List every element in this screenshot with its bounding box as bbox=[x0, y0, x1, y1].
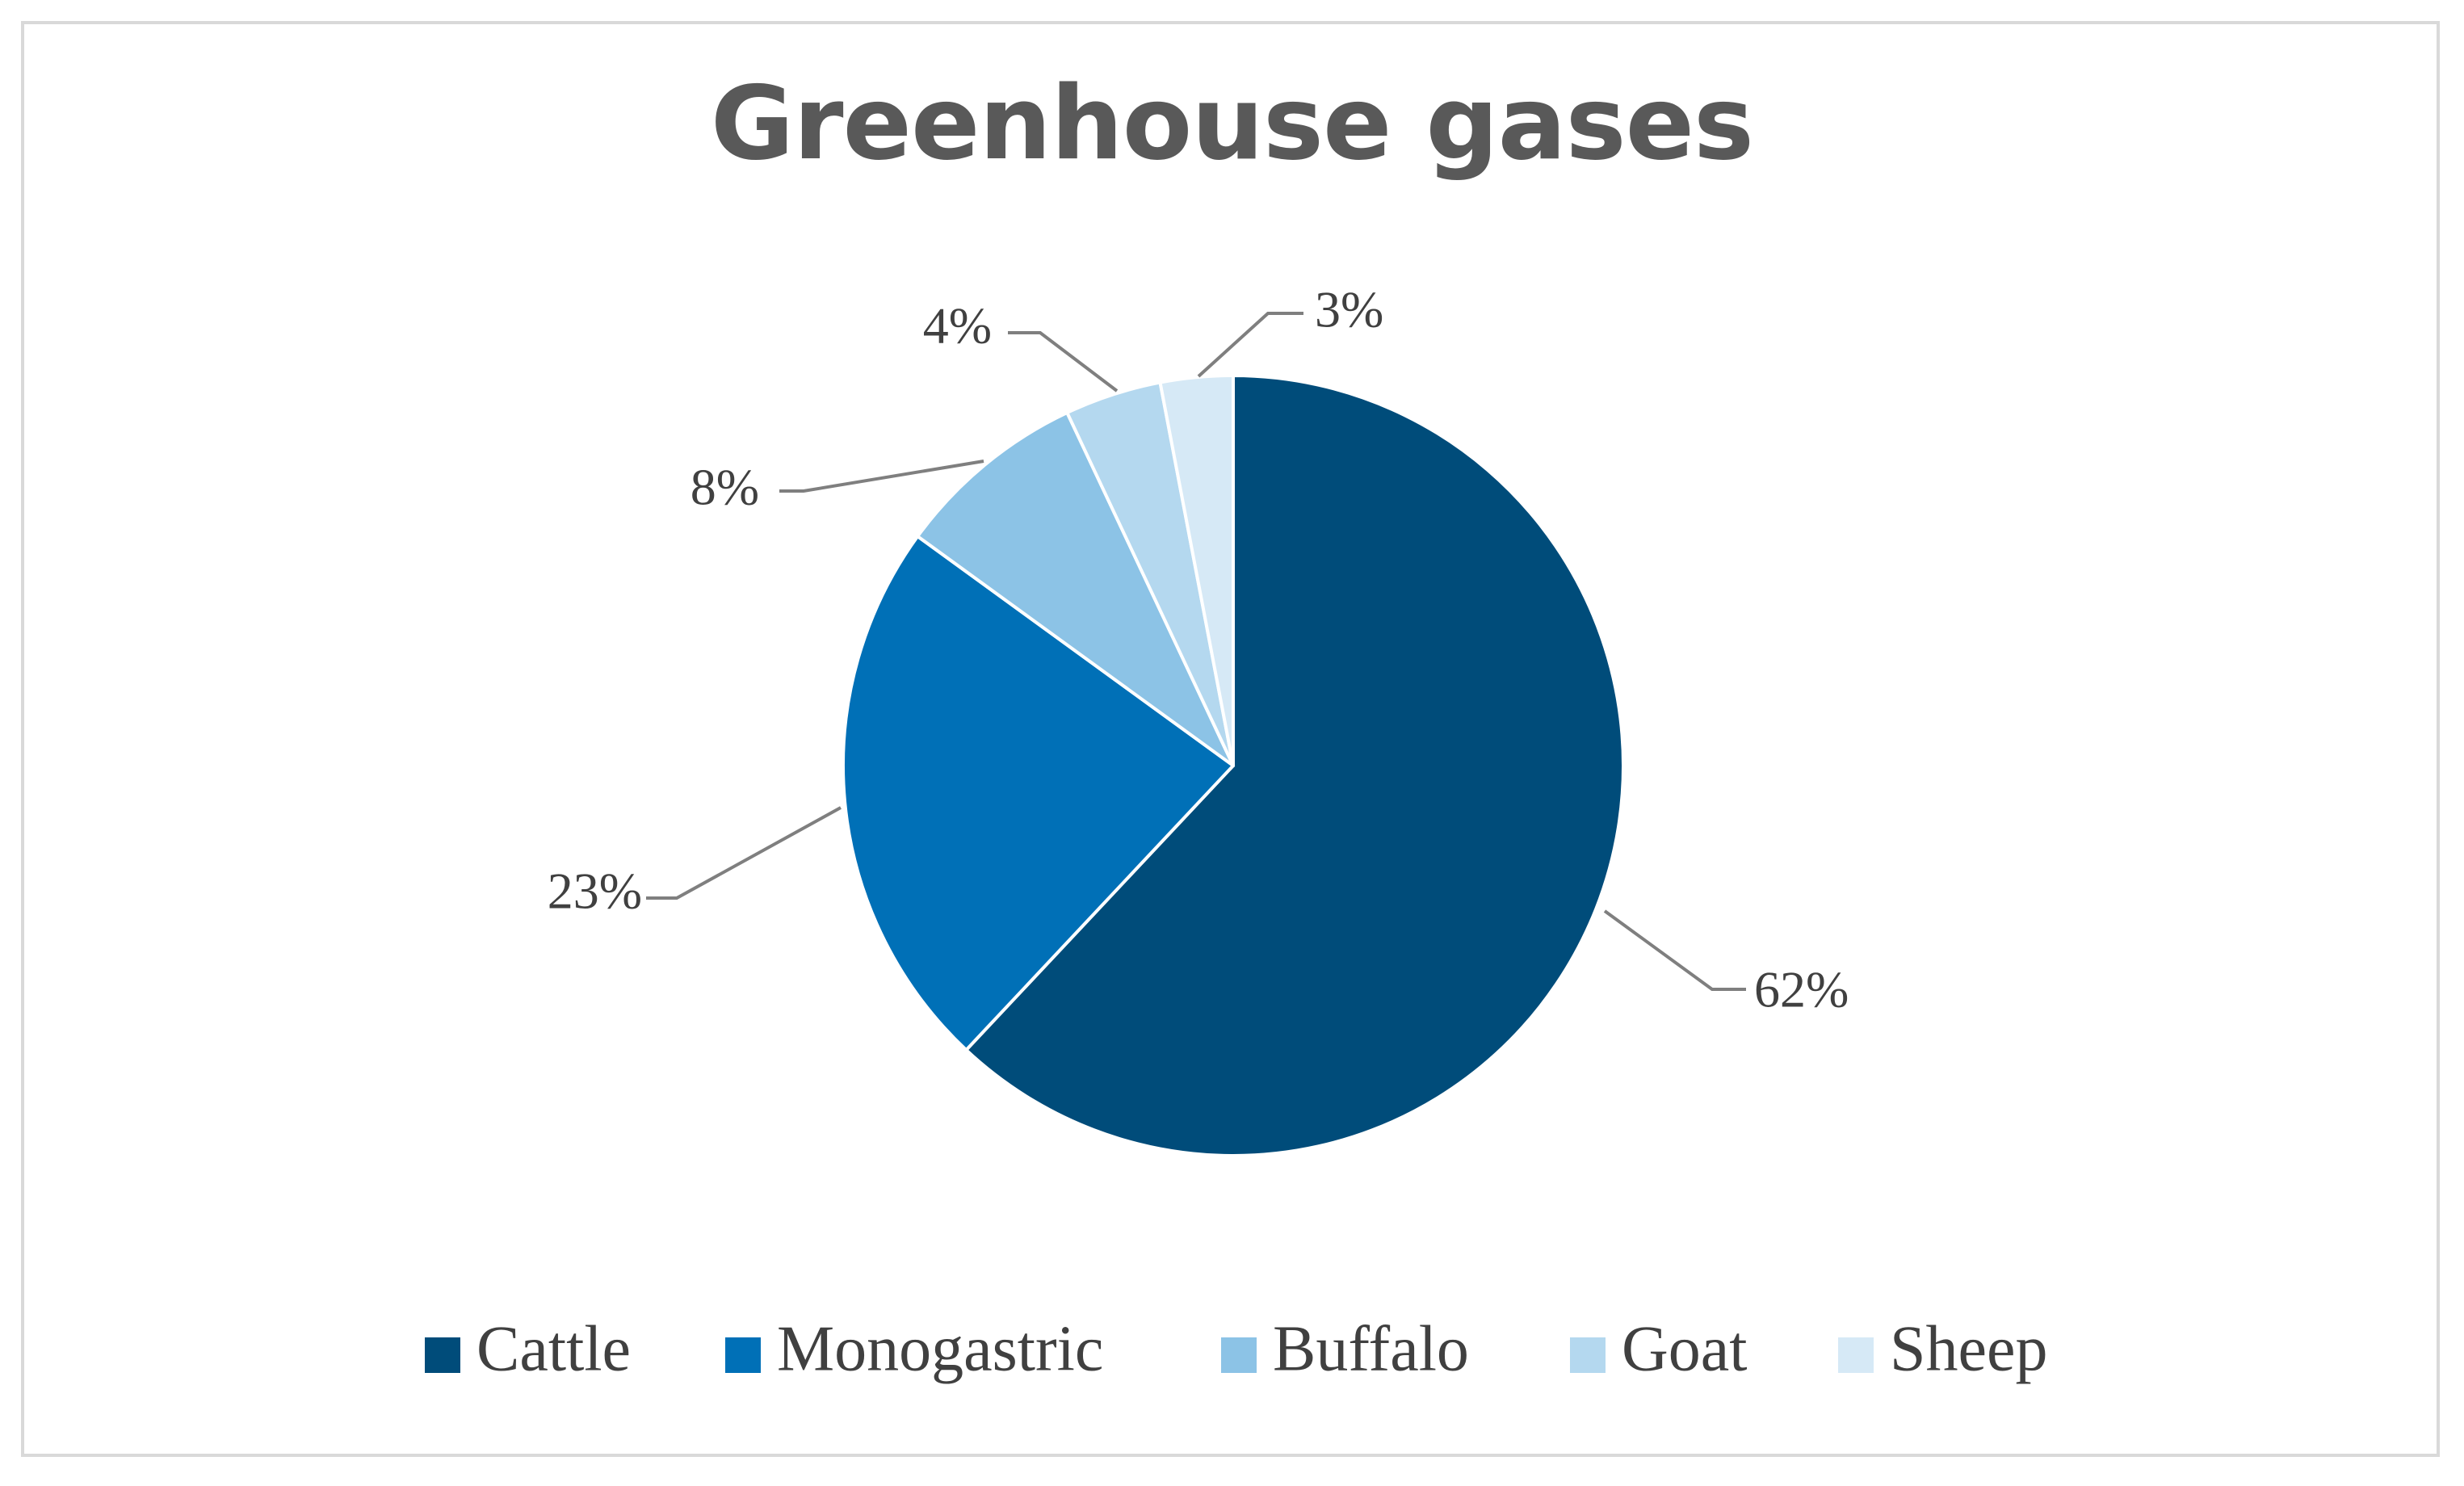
legend-item-buffalo: Buffalo bbox=[1221, 1313, 1469, 1384]
chart-title: Greenhouse gases bbox=[710, 64, 1754, 183]
leader-line-goat bbox=[1008, 331, 1119, 392]
data-labels: 62% 23% 8% 4% 3% bbox=[548, 281, 1849, 1018]
data-label-monogastric: 23% bbox=[548, 863, 642, 920]
data-label-buffalo: 8% bbox=[691, 459, 759, 516]
leader-line-buffalo bbox=[779, 460, 984, 493]
leader-line-sheep bbox=[1197, 312, 1303, 378]
legend: Cattle Monogastric Buffalo Goat Sheep bbox=[425, 1313, 2048, 1384]
pie-slice-sheep bbox=[1158, 374, 1235, 767]
legend-swatch-monogastric bbox=[725, 1337, 761, 1373]
pie-slice-cattle bbox=[964, 374, 1625, 1157]
legend-label-buffalo: Buffalo bbox=[1273, 1313, 1469, 1384]
data-label-cattle: 62% bbox=[1754, 961, 1849, 1018]
pie-slice-buffalo bbox=[916, 410, 1235, 767]
legend-item-monogastric: Monogastric bbox=[725, 1313, 1103, 1384]
legend-item-cattle: Cattle bbox=[425, 1313, 631, 1384]
leader-lines bbox=[646, 312, 1746, 991]
legend-swatch-sheep bbox=[1838, 1337, 1874, 1373]
legend-label-monogastric: Monogastric bbox=[777, 1313, 1103, 1384]
legend-item-sheep: Sheep bbox=[1838, 1313, 2048, 1384]
legend-swatch-goat bbox=[1570, 1337, 1606, 1373]
legend-swatch-cattle bbox=[425, 1337, 460, 1373]
legend-swatch-buffalo bbox=[1221, 1337, 1257, 1373]
legend-label-goat: Goat bbox=[1622, 1313, 1748, 1384]
legend-label-sheep: Sheep bbox=[1890, 1313, 2048, 1384]
leader-line-cattle bbox=[1603, 909, 1746, 991]
leader-line-monogastric bbox=[646, 806, 842, 900]
legend-label-cattle: Cattle bbox=[476, 1313, 631, 1384]
legend-item-goat: Goat bbox=[1570, 1313, 1748, 1384]
pie-slices bbox=[841, 374, 1625, 1157]
data-label-sheep: 3% bbox=[1315, 281, 1383, 338]
data-label-goat: 4% bbox=[923, 297, 992, 355]
pie-slice-monogastric bbox=[841, 535, 1235, 1052]
